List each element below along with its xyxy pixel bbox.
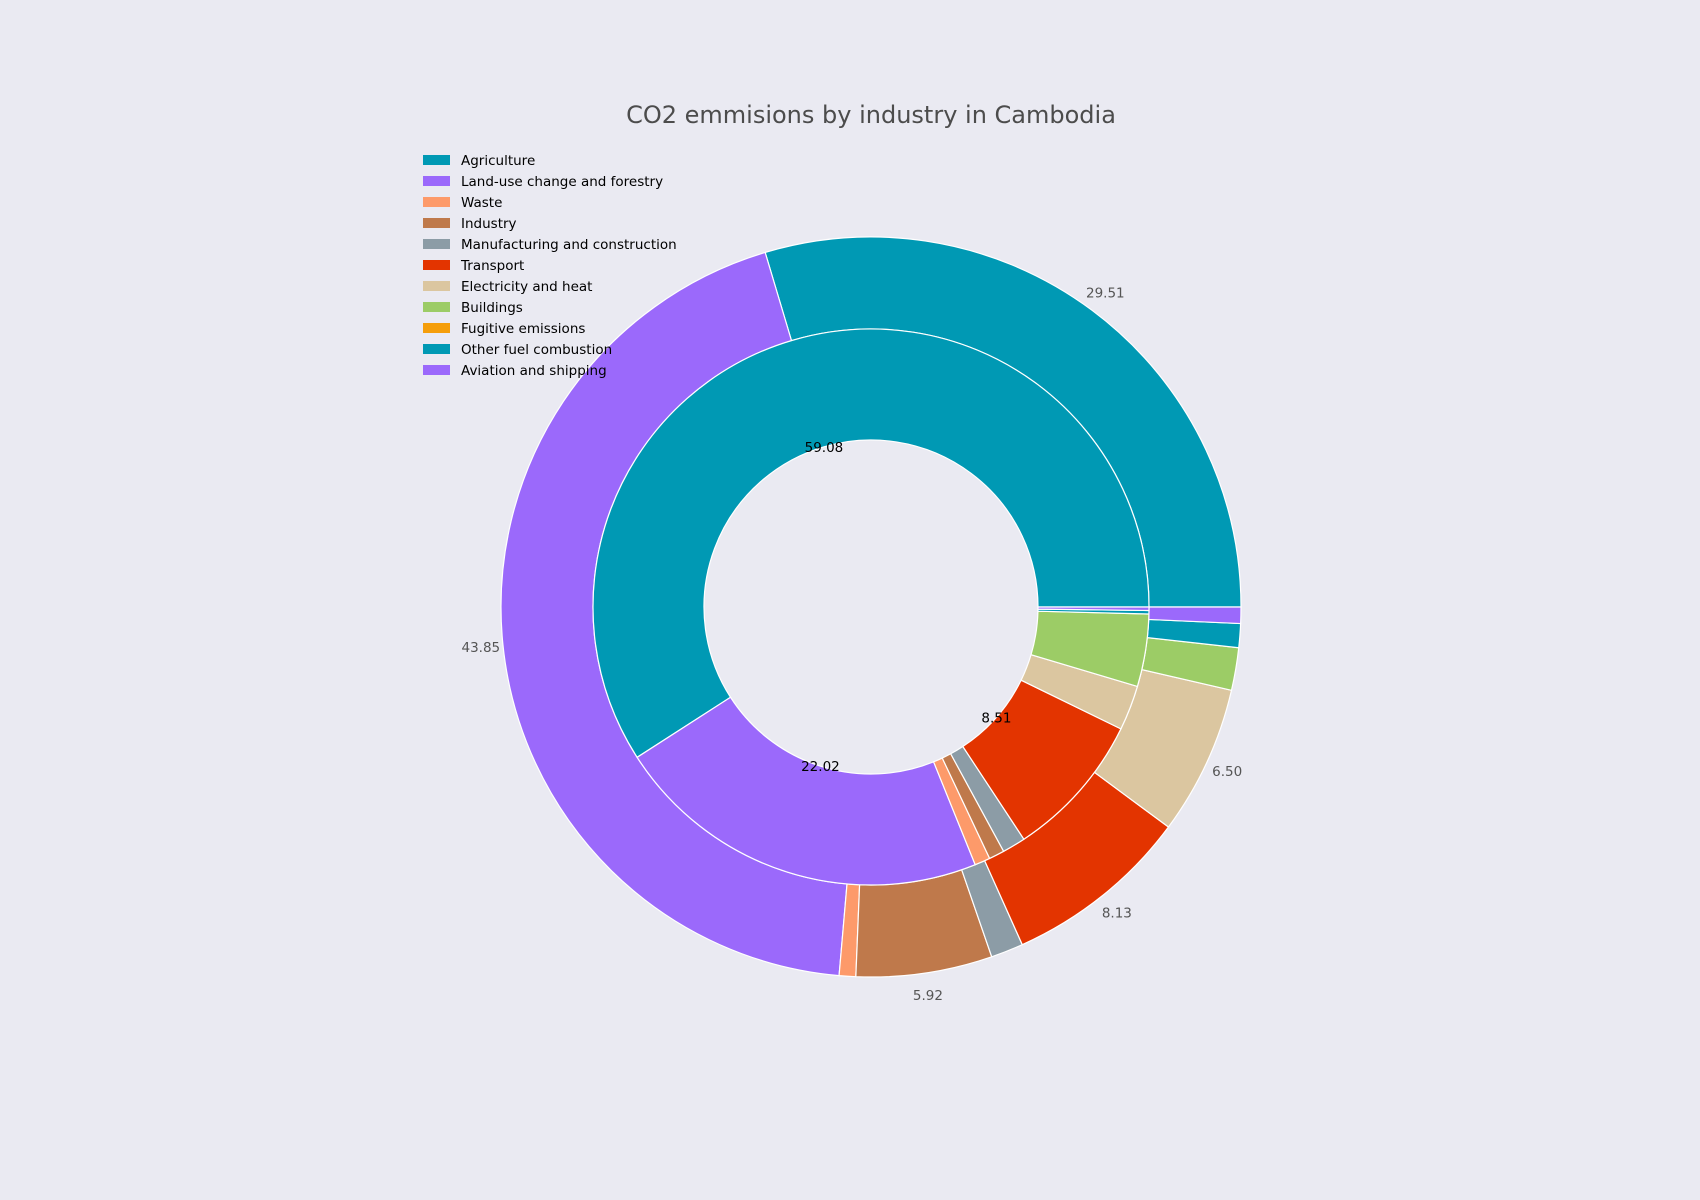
- legend-swatch-transport: [423, 260, 450, 270]
- inner-slice-industry: [941, 752, 1005, 860]
- legend-label-manufacturing-and-construction: Manufacturing and construction: [461, 237, 677, 253]
- legend-swatch-electricity-and-heat: [423, 281, 450, 291]
- inner-slice-aviation-and-shipping: [1037, 606, 1150, 612]
- inner-slice-manufacturing-and-construction: [949, 745, 1025, 853]
- outer-label-land-use-change-and-forestry: 43.85: [462, 640, 501, 656]
- legend-swatch-aviation-and-shipping: [423, 365, 450, 375]
- legend-label-buildings: Buildings: [461, 300, 523, 316]
- outer-label-industry: 5.92: [913, 988, 943, 1004]
- inner-slice-transport: [962, 679, 1122, 841]
- legend-label-waste: Waste: [461, 195, 502, 211]
- legend-label-agriculture: Agriculture: [461, 153, 535, 169]
- legend-swatch-other-fuel-combustion: [423, 344, 450, 354]
- legend-swatch-fugitive-emissions: [423, 323, 450, 333]
- legend-swatch-manufacturing-and-construction: [423, 239, 450, 249]
- inner-slice-agriculture: [592, 328, 1150, 759]
- legend-label-fugitive-emissions: Fugitive emissions: [461, 321, 585, 337]
- inner-slice-waste: [932, 757, 991, 866]
- inner-label-land-use-change-and-forestry: 22.02: [801, 759, 840, 775]
- inner-ring: [592, 328, 1150, 886]
- legend-label-industry: Industry: [461, 216, 517, 232]
- chart-title: CO2 emmisions by industry in Cambodia: [626, 101, 1116, 129]
- legend-swatch-industry: [423, 218, 450, 228]
- legend-label-aviation-and-shipping: Aviation and shipping: [461, 363, 607, 379]
- legend-label-land-use-change-and-forestry: Land-use change and forestry: [461, 174, 663, 190]
- inner-slice-land-use-change-and-forestry: [636, 696, 977, 886]
- data-labels: 29.51 43.85 5.92 8.13 6.50 59.08 22.02 8.51: [462, 286, 1243, 1005]
- outer-label-electricity-and-heat: 6.50: [1212, 764, 1242, 780]
- legend-label-other-fuel-combustion: Other fuel combustion: [461, 342, 612, 358]
- legend-swatch-buildings: [423, 302, 450, 312]
- inner-slice-electricity-and-heat: [1020, 653, 1139, 730]
- legend-swatch-waste: [423, 197, 450, 207]
- legend-label-transport: Transport: [460, 258, 524, 274]
- inner-slice-buildings: [1030, 610, 1150, 688]
- legend-swatch-land-use-change-and-forestry: [423, 176, 450, 186]
- outer-ring: [500, 236, 1242, 978]
- legend-swatch-agriculture: [423, 155, 450, 165]
- outer-label-transport: 8.13: [1102, 906, 1132, 922]
- inner-label-transport: 8.51: [981, 710, 1011, 726]
- inner-label-agriculture: 59.08: [805, 440, 844, 456]
- legend: Agriculture Land-use change and forestry W…: [423, 153, 677, 379]
- legend-label-electricity-and-heat: Electricity and heat: [461, 279, 592, 295]
- outer-label-agriculture: 29.51: [1086, 286, 1125, 302]
